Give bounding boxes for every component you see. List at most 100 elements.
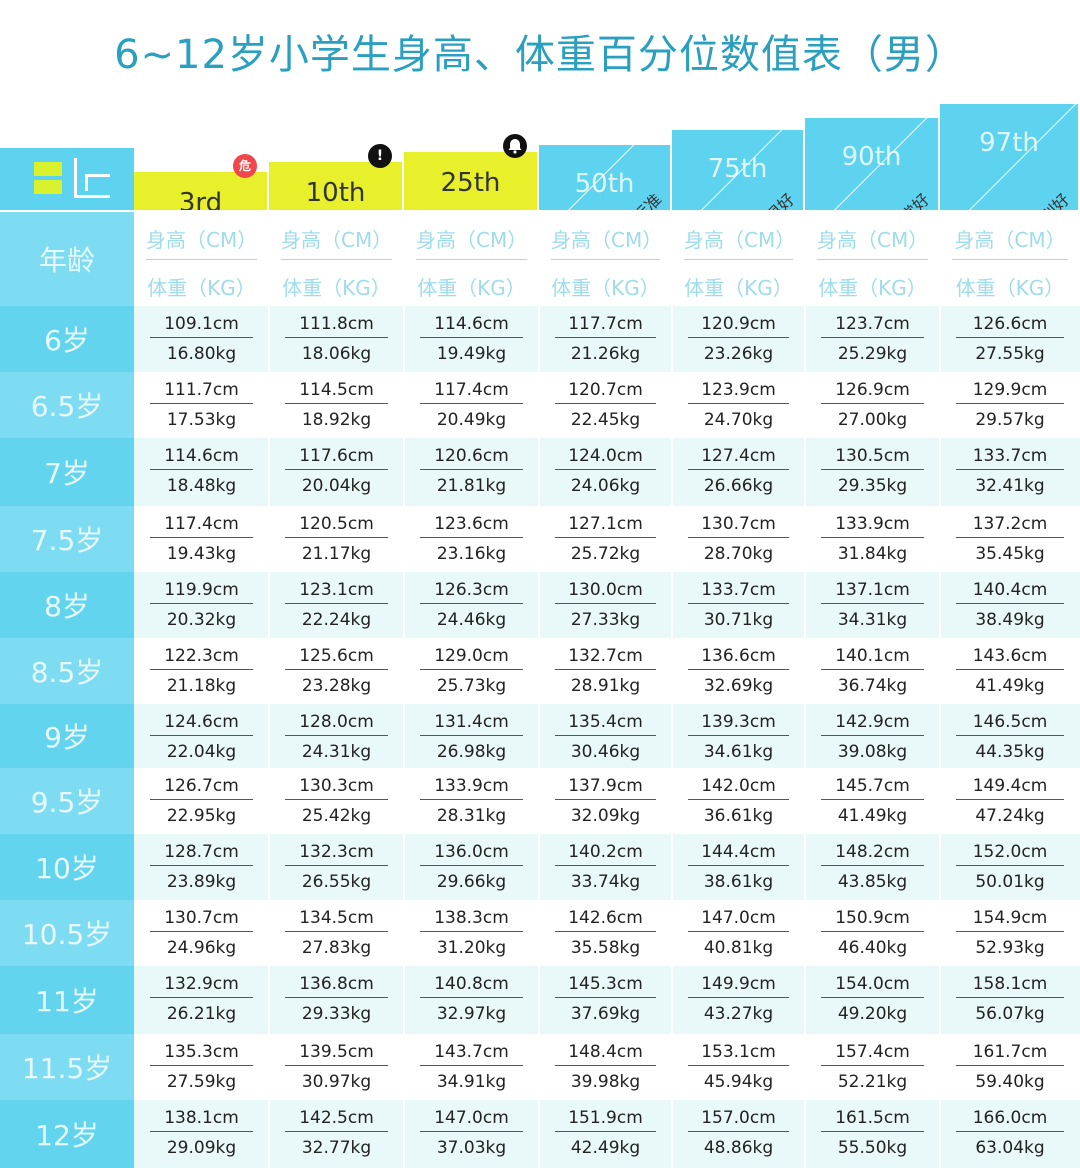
height-value: 149.4cm <box>956 776 1064 800</box>
percentile-cell: 136.8cm 29.33kg <box>269 970 404 1034</box>
unit-header: 身高（CM） 体重（KG） <box>269 212 404 306</box>
weight-value: 37.03kg <box>436 1138 507 1158</box>
weight-unit-label: 体重（KG） <box>551 276 660 300</box>
weight-value: 31.20kg <box>436 938 507 958</box>
percentile-cell: 134.5cm 27.83kg <box>269 904 404 966</box>
column-header-25th: 25th <box>404 152 537 210</box>
percentile-cell: 111.7cm 17.53kg <box>134 376 269 438</box>
percentile-cell: 142.0cm 36.61kg <box>672 772 805 834</box>
weight-unit-label: 体重（KG） <box>818 276 927 300</box>
percentile-cell: 123.1cm 22.24kg <box>269 576 404 638</box>
percentile-cell: 114.6cm 18.48kg <box>134 442 269 506</box>
table-row <box>134 438 1080 506</box>
weight-value: 32.97kg <box>436 1004 507 1024</box>
age-label: 12岁 <box>0 1100 134 1168</box>
percentile-cell: 122.3cm 21.18kg <box>134 642 269 704</box>
height-value: 143.6cm <box>956 646 1064 670</box>
percentile-cell: 125.6cm 23.28kg <box>269 642 404 704</box>
height-value: 123.9cm <box>688 380 789 404</box>
height-value: 138.3cm <box>420 908 523 932</box>
weight-value: 52.21kg <box>837 1072 908 1092</box>
percentile-cell: 117.4cm 19.43kg <box>134 510 269 572</box>
percentile-cell: 123.6cm 23.16kg <box>404 510 539 572</box>
percentile-cell: 151.9cm 42.49kg <box>539 1104 672 1168</box>
percentile-cell: 148.4cm 39.98kg <box>539 1038 672 1100</box>
percentile-cell: 130.5cm 29.35kg <box>805 442 940 506</box>
height-value: 114.6cm <box>420 314 523 338</box>
column-divider <box>939 212 941 1168</box>
weight-value: 16.80kg <box>166 344 237 364</box>
unit-header: 身高（CM） 体重（KG） <box>404 212 539 306</box>
percentile-cell: 145.3cm 37.69kg <box>539 970 672 1034</box>
percentile-cell: 133.9cm 31.84kg <box>805 510 940 572</box>
percentile-cell: 120.5cm 21.17kg <box>269 510 404 572</box>
height-unit-label: 身高（CM） <box>817 224 928 260</box>
weight-unit-label: 体重（KG） <box>282 276 391 300</box>
column-header-97th: 97th 特别好 <box>940 104 1078 210</box>
weight-value: 24.96kg <box>166 938 237 958</box>
percentile-cell: 149.4cm 47.24kg <box>940 772 1080 834</box>
height-value: 127.1cm <box>555 514 656 538</box>
percentile-cell: 157.0cm 48.86kg <box>672 1104 805 1168</box>
weight-value: 25.73kg <box>436 676 507 696</box>
age-label: 6岁 <box>0 306 134 372</box>
weight-value: 56.07kg <box>975 1004 1045 1024</box>
percentile-cell: 130.7cm 24.96kg <box>134 904 269 966</box>
percentile-cell: 143.6cm 41.49kg <box>940 642 1080 704</box>
percentile-cell: 145.7cm 41.49kg <box>805 772 940 834</box>
weight-value: 41.49kg <box>975 676 1045 696</box>
weight-value: 39.08kg <box>837 742 908 762</box>
percentile-cell: 111.8cm 18.06kg <box>269 310 404 372</box>
weight-value: 27.55kg <box>975 344 1045 364</box>
percentile-cell: 120.7cm 22.45kg <box>539 376 672 438</box>
weight-value: 23.89kg <box>166 872 237 892</box>
weight-value: 23.16kg <box>436 544 507 564</box>
weight-value: 30.46kg <box>570 742 641 762</box>
percentile-cell: 117.7cm 21.26kg <box>539 310 672 372</box>
height-value: 120.6cm <box>420 446 523 470</box>
age-label: 8岁 <box>0 572 134 638</box>
percentile-cell: 144.4cm 38.61kg <box>672 838 805 900</box>
weight-value: 30.71kg <box>703 610 774 630</box>
height-value: 136.8cm <box>285 974 388 998</box>
height-value: 161.7cm <box>956 1042 1064 1066</box>
height-value: 154.0cm <box>821 974 924 998</box>
percentile-cell: 120.9cm 23.26kg <box>672 310 805 372</box>
unit-header: 身高（CM） 体重（KG） <box>539 212 672 306</box>
percentile-cell: 142.9cm 39.08kg <box>805 708 940 768</box>
weight-value: 21.17kg <box>301 544 372 564</box>
height-value: 145.3cm <box>555 974 656 998</box>
table-row <box>134 572 1080 638</box>
weight-value: 24.31kg <box>301 742 372 762</box>
height-value: 147.0cm <box>420 1108 523 1132</box>
percentile-cell: 131.4cm 26.98kg <box>404 708 539 768</box>
height-value: 143.7cm <box>420 1042 523 1066</box>
height-value: 114.5cm <box>285 380 388 404</box>
height-value: 120.7cm <box>555 380 656 404</box>
percentile-cell: 117.4cm 20.49kg <box>404 376 539 438</box>
weight-value: 25.72kg <box>570 544 641 564</box>
percentile-cell: 126.7cm 22.95kg <box>134 772 269 834</box>
height-value: 119.9cm <box>150 580 253 604</box>
weight-value: 27.59kg <box>166 1072 237 1092</box>
height-value: 117.6cm <box>285 446 388 470</box>
percentile-cell: 129.0cm 25.73kg <box>404 642 539 704</box>
percentile-cell: 132.3cm 26.55kg <box>269 838 404 900</box>
weight-value: 26.66kg <box>703 476 774 496</box>
weight-value: 18.06kg <box>301 344 372 364</box>
weight-value: 19.49kg <box>436 344 507 364</box>
percentile-cell: 135.3cm 27.59kg <box>134 1038 269 1100</box>
weight-value: 23.28kg <box>301 676 372 696</box>
percentile-cell: 149.9cm 43.27kg <box>672 970 805 1034</box>
age-label: 8.5岁 <box>0 638 134 704</box>
column-label: 3rd <box>178 188 223 210</box>
weight-value: 55.50kg <box>837 1138 908 1158</box>
weight-value: 24.06kg <box>570 476 641 496</box>
column-header-3rd: 3rd <box>134 172 267 210</box>
percentile-cell: 133.9cm 28.31kg <box>404 772 539 834</box>
height-value: 148.2cm <box>821 842 924 866</box>
percentile-cell: 137.1cm 34.31kg <box>805 576 940 638</box>
height-value: 130.3cm <box>285 776 388 800</box>
percentile-cell: 136.0cm 29.66kg <box>404 838 539 900</box>
height-value: 142.9cm <box>821 712 924 736</box>
